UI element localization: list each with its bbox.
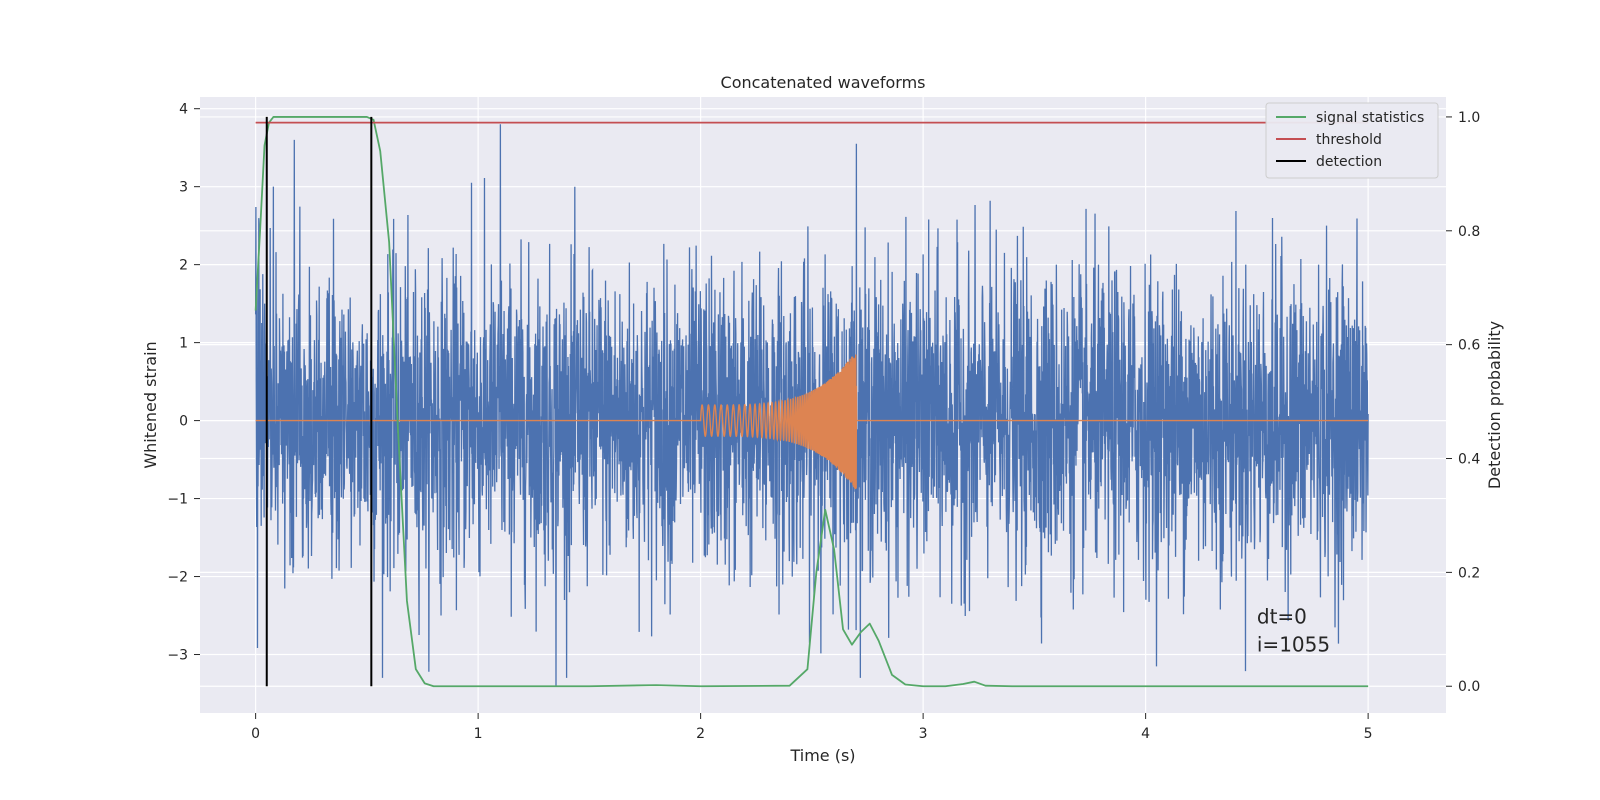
y2-axis-title: Detection probability (1485, 321, 1504, 489)
annotation-index: i=1055 (1257, 633, 1330, 657)
y-axis-title: Whitened strain (141, 341, 160, 468)
y-tick-label: −2 (167, 570, 188, 586)
y-tick-label: 3 (179, 180, 188, 196)
y2-tick-label: 0.4 (1458, 452, 1480, 468)
chart-title: Concatenated waveforms (721, 73, 926, 92)
y2-tick-label: 0.8 (1458, 224, 1480, 240)
y2-tick-label: 0.6 (1458, 338, 1480, 354)
y-tick-label: 2 (179, 258, 188, 274)
x-tick-label: 2 (696, 726, 705, 742)
y2-tick-label: 0.0 (1458, 679, 1480, 695)
y-tick-label: −3 (167, 648, 188, 664)
legend-label: signal statistics (1316, 110, 1424, 126)
y-tick-label: 4 (179, 102, 188, 118)
x-axis-title: Time (s) (789, 746, 855, 765)
y-tick-label: 0 (179, 414, 188, 430)
annotation-dt: dt=0 (1257, 605, 1307, 629)
axes: 0 1 2 3 4 5 −3 −2 −1 0 1 2 3 4 0.0 0.2 0.4 0.6 0.8 1.0 (167, 102, 1480, 742)
legend-box (1265, 102, 1439, 179)
signal-series-line (255, 354, 1369, 490)
x-tick-label: 1 (474, 726, 483, 742)
x-tick-label: 4 (1141, 726, 1150, 742)
y-tick-label: 1 (179, 336, 188, 352)
signal-statistics-line (254, 116, 1369, 688)
x-tick-label: 3 (919, 726, 928, 742)
x-tick-label: 5 (1364, 726, 1373, 742)
x-tick-label: 0 (251, 726, 260, 742)
y2-tick-label: 1.0 (1458, 110, 1480, 126)
y-tick-label: −1 (167, 492, 188, 508)
y2-tick-label: 0.2 (1458, 565, 1480, 581)
legend: signal statistics threshold detection (1265, 102, 1439, 179)
legend-label: threshold (1316, 132, 1382, 148)
legend-label: detection (1316, 154, 1382, 170)
series-layer (254, 116, 1369, 688)
